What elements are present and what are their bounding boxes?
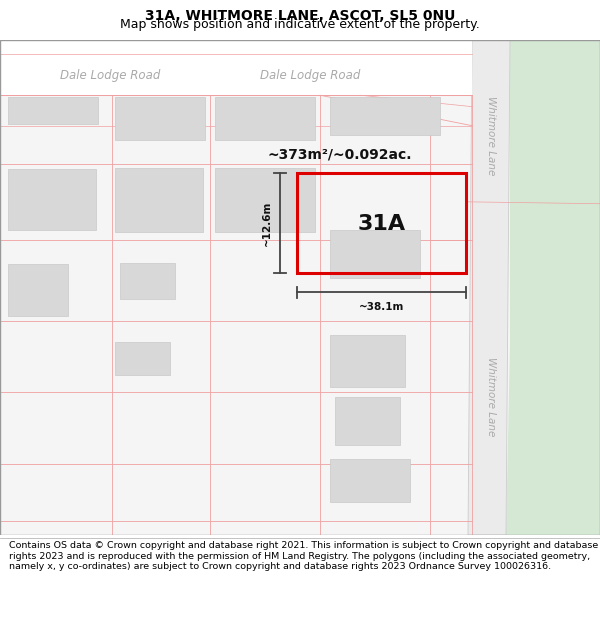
Text: Contains OS data © Crown copyright and database right 2021. This information is : Contains OS data © Crown copyright and d… (9, 541, 598, 571)
Text: ~38.1m: ~38.1m (359, 302, 404, 312)
Bar (215, 97, 315, 140)
Bar (8, 97, 98, 124)
Bar (330, 335, 405, 388)
Text: Dale Lodge Road: Dale Lodge Road (60, 69, 160, 82)
Text: Dale Lodge Road: Dale Lodge Road (260, 69, 361, 82)
Bar (8, 169, 96, 231)
Bar (115, 97, 205, 140)
Text: ~12.6m: ~12.6m (262, 201, 272, 246)
Bar (330, 231, 420, 278)
Bar (120, 262, 175, 299)
Bar (330, 97, 440, 135)
Polygon shape (506, 40, 600, 535)
Bar (115, 168, 203, 232)
Text: Whitmore Lane: Whitmore Lane (486, 96, 496, 175)
Text: 31A: 31A (358, 214, 406, 234)
Text: Map shows position and indicative extent of the property.: Map shows position and indicative extent… (120, 18, 480, 31)
Bar (0, 40, 472, 95)
Polygon shape (468, 40, 510, 535)
Bar (330, 459, 410, 502)
Text: Whitmore Lane: Whitmore Lane (486, 357, 496, 437)
Bar (8, 264, 68, 316)
Bar (115, 342, 170, 375)
Text: ~373m²/~0.092ac.: ~373m²/~0.092ac. (268, 148, 412, 161)
Bar (297, 173, 466, 273)
Bar (215, 168, 315, 232)
Bar (335, 397, 400, 444)
Text: 31A, WHITMORE LANE, ASCOT, SL5 0NU: 31A, WHITMORE LANE, ASCOT, SL5 0NU (145, 9, 455, 22)
